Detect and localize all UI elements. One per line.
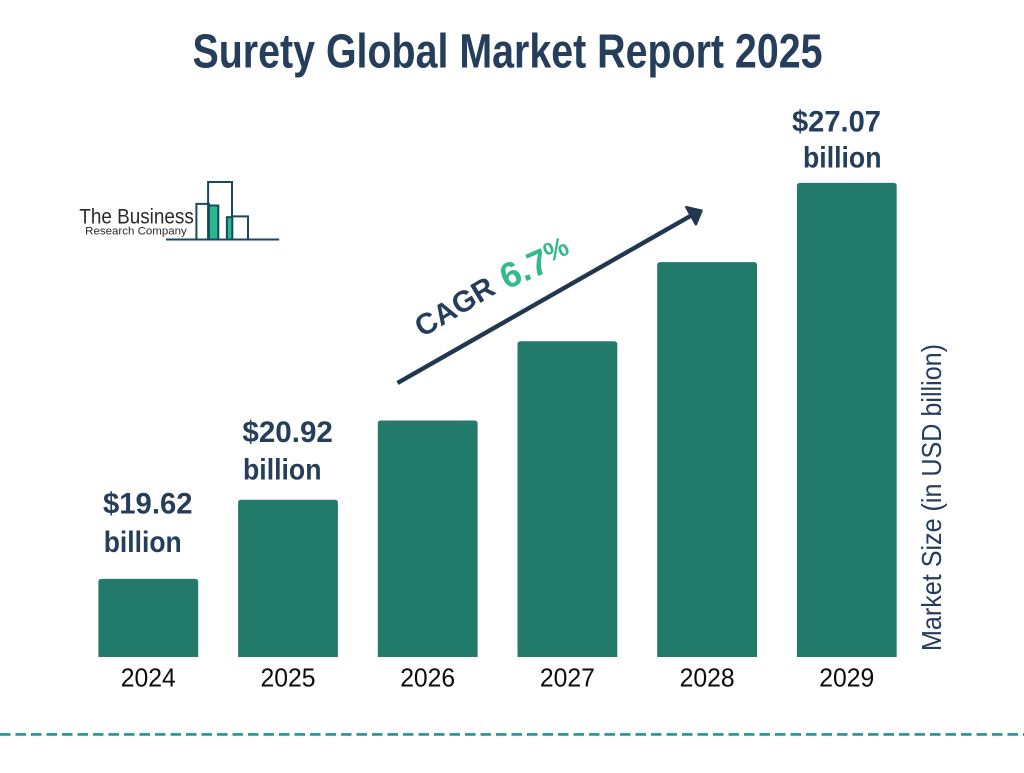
- svg-text:2026: 2026: [400, 662, 455, 692]
- svg-text:$19.62: $19.62: [103, 488, 193, 521]
- svg-text:Surety Global Market Report 20: Surety Global Market Report 2025: [193, 26, 823, 79]
- svg-text:billion: billion: [803, 141, 882, 174]
- svg-text:billion: billion: [243, 454, 322, 487]
- svg-text:billion: billion: [104, 526, 182, 559]
- svg-text:$27.07: $27.07: [792, 106, 881, 139]
- svg-text:The Business: The Business: [79, 206, 194, 229]
- svg-text:2028: 2028: [680, 662, 735, 692]
- svg-text:Research Company: Research Company: [85, 225, 187, 237]
- svg-text:2029: 2029: [819, 662, 874, 692]
- svg-text:Market Size (in USD billion): Market Size (in USD billion): [916, 344, 947, 651]
- svg-text:2027: 2027: [540, 662, 595, 692]
- svg-text:$20.92: $20.92: [242, 416, 333, 449]
- svg-text:2024: 2024: [121, 662, 176, 692]
- svg-text:2025: 2025: [261, 662, 316, 692]
